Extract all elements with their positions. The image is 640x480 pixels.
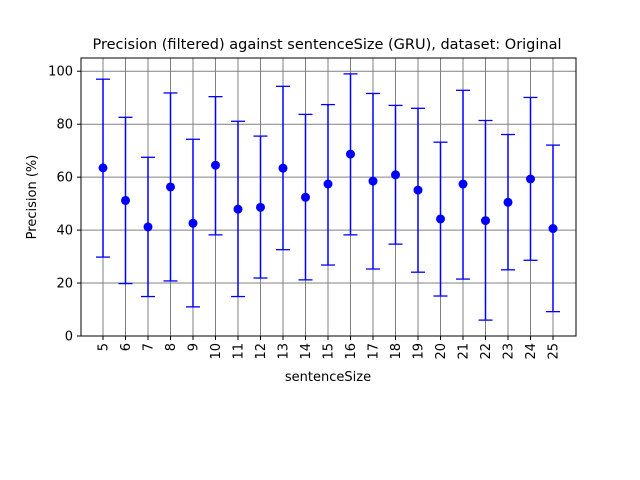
y-tick-label: 0 bbox=[65, 330, 73, 345]
data-point bbox=[121, 195, 130, 205]
y-tick-label: 40 bbox=[56, 224, 73, 239]
x-tick-label: 17 bbox=[367, 343, 382, 360]
x-tick-label: 19 bbox=[412, 343, 427, 360]
data-point bbox=[368, 176, 378, 186]
data-point bbox=[323, 179, 333, 189]
data-point bbox=[413, 185, 423, 195]
data-point bbox=[143, 222, 153, 232]
x-tick-label: 16 bbox=[344, 343, 359, 360]
x-axis-label: sentenceSize bbox=[285, 370, 371, 385]
chart-title: Precision (filtered) against sentenceSiz… bbox=[92, 37, 561, 53]
x-tick-label: 21 bbox=[457, 343, 472, 360]
x-tick-label: 23 bbox=[502, 343, 517, 360]
x-tick-label: 7 bbox=[142, 343, 157, 351]
data-point bbox=[346, 149, 355, 159]
y-tick-label: 80 bbox=[56, 118, 73, 133]
y-tick-label: 20 bbox=[56, 277, 73, 292]
data-point bbox=[458, 179, 468, 189]
data-point bbox=[98, 163, 108, 173]
x-tick-label: 13 bbox=[277, 343, 292, 360]
x-tick-label: 18 bbox=[389, 343, 404, 360]
data-point bbox=[503, 197, 513, 207]
data-point bbox=[436, 214, 445, 224]
y-tick-label: 100 bbox=[48, 65, 73, 80]
data-point bbox=[278, 163, 288, 173]
x-tick-label: 10 bbox=[209, 343, 224, 360]
y-axis-label: Precision (%) bbox=[25, 155, 40, 240]
x-tick-label: 15 bbox=[322, 343, 337, 360]
data-point bbox=[166, 182, 175, 192]
data-point bbox=[301, 192, 310, 202]
data-point bbox=[233, 204, 243, 214]
data-point bbox=[188, 218, 198, 228]
x-tick-label: 20 bbox=[434, 343, 449, 360]
data-point bbox=[548, 224, 558, 234]
x-tick-label: 11 bbox=[232, 343, 247, 360]
x-tick-label: 24 bbox=[524, 343, 539, 360]
data-point bbox=[211, 160, 220, 170]
x-tick-label: 14 bbox=[299, 343, 314, 360]
data-point bbox=[391, 170, 400, 180]
y-tick-label: 60 bbox=[56, 171, 73, 186]
x-tick-label: 22 bbox=[479, 343, 494, 360]
data-point bbox=[526, 174, 535, 184]
x-tick-label: 8 bbox=[164, 343, 179, 351]
x-tick-label: 12 bbox=[254, 343, 269, 360]
plot-area: 0 20 40 60 80 100 5 6 7 8 9 10 11 12 13 14 15 16 17 18 19 20 2… bbox=[48, 57, 577, 360]
x-tick-label: 9 bbox=[187, 343, 202, 351]
x-tick-label: 6 bbox=[119, 343, 134, 351]
data-point bbox=[256, 202, 265, 212]
x-tick-label: 5 bbox=[97, 343, 112, 351]
data-point bbox=[481, 216, 490, 226]
x-tick-label: 25 bbox=[547, 343, 562, 360]
